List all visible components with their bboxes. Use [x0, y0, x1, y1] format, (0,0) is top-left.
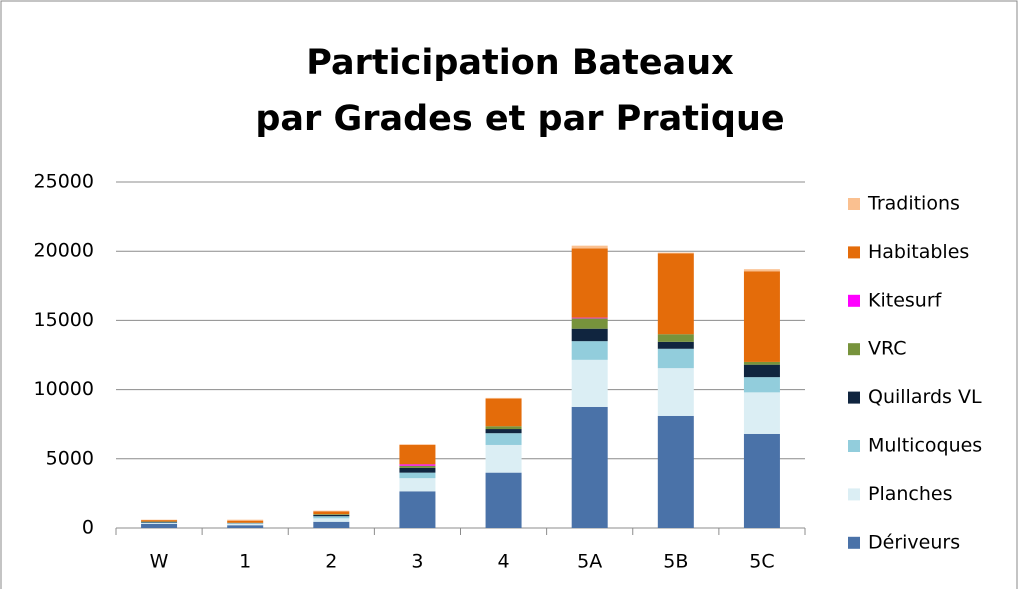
- bar-segment: [227, 524, 263, 525]
- bar-segment: [313, 516, 349, 518]
- x-tick-label: 3: [411, 551, 423, 573]
- bar-segment: [399, 445, 435, 464]
- bar-segment: [141, 522, 177, 523]
- bar-segment: [399, 444, 435, 445]
- x-tick-label: 5B: [663, 551, 688, 573]
- bar-segment: [658, 253, 694, 254]
- x-tick-label: 2: [325, 551, 337, 573]
- bar-segment: [486, 445, 522, 473]
- legend-swatch: [848, 537, 860, 549]
- bar-segment: [399, 491, 435, 528]
- legend-label: Multicoques: [868, 435, 982, 457]
- bar-segment: [486, 433, 522, 445]
- bar-segment: [313, 522, 349, 528]
- bar-segment: [744, 269, 780, 271]
- bar-segment: [313, 514, 349, 515]
- bar-segment: [744, 271, 780, 362]
- bar-segment: [658, 253, 694, 334]
- x-tick-label: W: [150, 551, 169, 573]
- y-tick-label: 0: [82, 517, 94, 539]
- y-tick-label: 5000: [46, 447, 94, 469]
- bar-segment: [658, 416, 694, 528]
- bar-segment: [227, 520, 263, 521]
- bar-segment: [572, 248, 608, 317]
- bar-segment: [227, 521, 263, 523]
- legend-label: Quillards VL: [868, 386, 982, 408]
- legend-label: VRC: [868, 338, 907, 360]
- bar-segment: [572, 318, 608, 319]
- chart-title: par Grades et par Pratique: [255, 99, 784, 139]
- legend-swatch: [848, 392, 860, 404]
- legend-swatch: [848, 343, 860, 355]
- bar-segment: [658, 349, 694, 368]
- x-tick-label: 1: [239, 551, 251, 573]
- bar-segment: [572, 329, 608, 341]
- bar-segment: [572, 318, 608, 328]
- bar-segment: [399, 473, 435, 479]
- y-tick-label: 15000: [34, 309, 94, 331]
- legend-swatch: [848, 488, 860, 500]
- bar-segment: [658, 334, 694, 342]
- bar-segment: [486, 398, 522, 399]
- bar-segment: [744, 377, 780, 392]
- legend-label: Habitables: [868, 241, 969, 263]
- legend-label: Traditions: [867, 193, 960, 215]
- bar-segment: [744, 434, 780, 528]
- bar-segment: [141, 522, 177, 523]
- legend-swatch: [848, 295, 860, 307]
- bar-segment: [744, 365, 780, 377]
- bar-segment: [572, 407, 608, 528]
- bar-segment: [141, 523, 177, 524]
- bar-segment: [486, 473, 522, 528]
- bar-segment: [486, 426, 522, 429]
- bar-segment: [141, 524, 177, 528]
- legend-label: Dériveurs: [868, 531, 960, 553]
- bar-segment: [658, 342, 694, 349]
- bar-segment: [313, 511, 349, 512]
- bar-segment: [313, 515, 349, 516]
- x-tick-label: 4: [498, 551, 510, 573]
- y-tick-label: 25000: [34, 171, 94, 193]
- bar-segment: [744, 392, 780, 434]
- bar-segment: [141, 520, 177, 521]
- bar-segment: [399, 466, 435, 468]
- bar-segment: [658, 368, 694, 416]
- bar-segment: [227, 523, 263, 524]
- legend-label: Kitesurf: [868, 289, 943, 311]
- legend-swatch: [848, 440, 860, 452]
- y-tick-label: 10000: [34, 378, 94, 400]
- bar-segment: [572, 360, 608, 407]
- bar-segment: [572, 246, 608, 249]
- y-tick-label: 20000: [34, 240, 94, 262]
- bar-segment: [399, 468, 435, 473]
- chart-title: Participation Bateaux: [306, 43, 734, 83]
- x-tick-label: 5A: [577, 551, 602, 573]
- x-tick-label: 5C: [749, 551, 774, 573]
- legend-label: Planches: [868, 483, 953, 505]
- bar-segment: [227, 525, 263, 528]
- bar-segment: [313, 518, 349, 521]
- legend-swatch: [848, 246, 860, 258]
- legend-swatch: [848, 198, 860, 210]
- bar-segment: [399, 478, 435, 491]
- bar-segment: [313, 511, 349, 514]
- bar-segment: [744, 362, 780, 365]
- bar-segment: [572, 341, 608, 360]
- bar-segment: [486, 399, 522, 427]
- bar-segment: [486, 429, 522, 433]
- bar-segment: [399, 464, 435, 465]
